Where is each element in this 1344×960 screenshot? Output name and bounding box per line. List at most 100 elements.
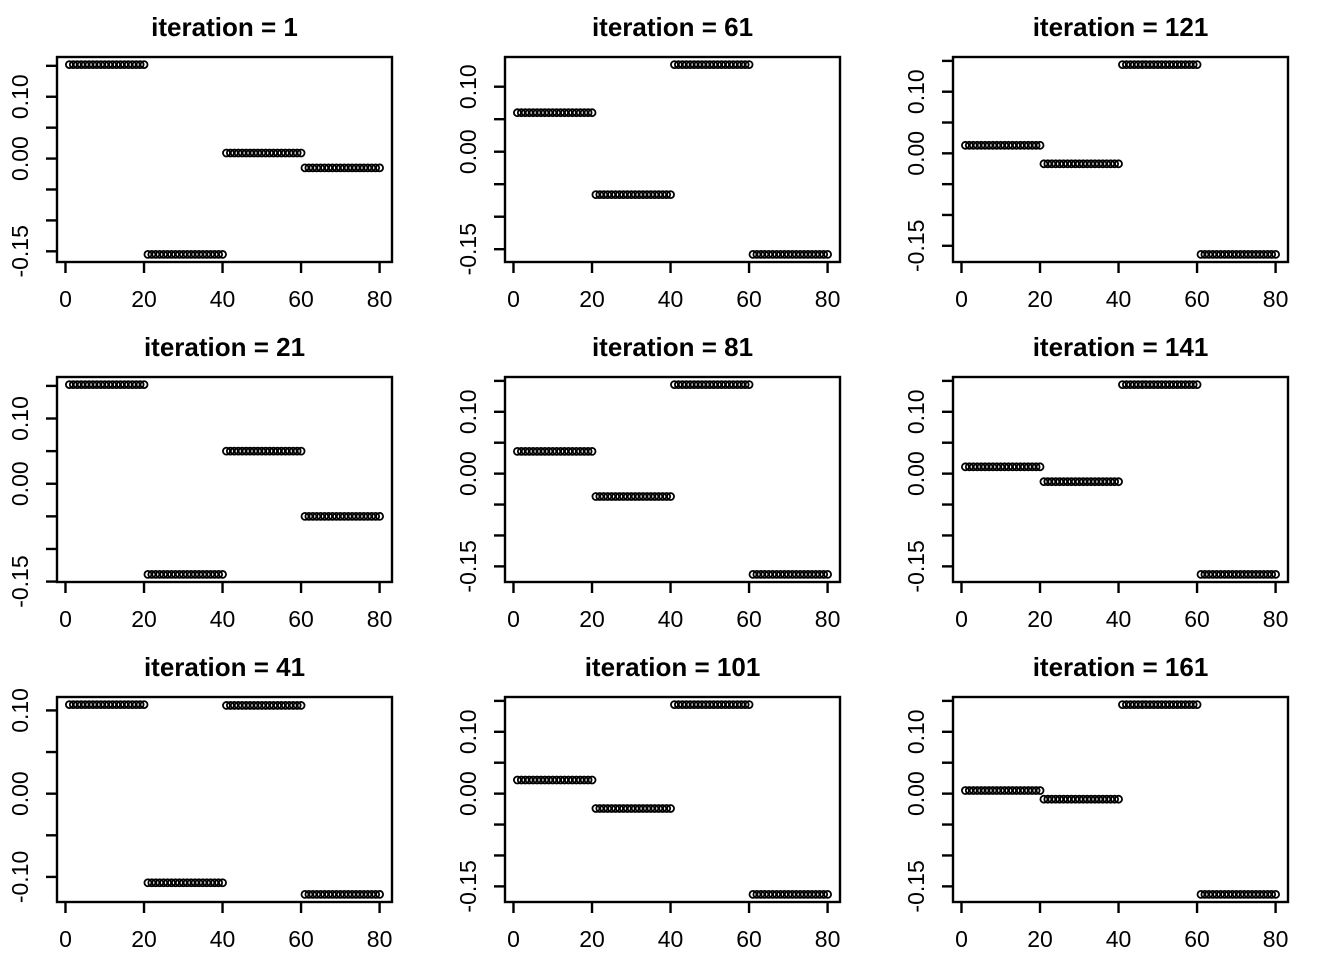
- data-point: [740, 60, 750, 69]
- data-point: [292, 148, 302, 158]
- scatter-plot-iteration-141: 0 20 40 60 80 -0.15 0.00 0.10: [903, 375, 1290, 632]
- plot-box: [55, 375, 394, 584]
- data-point: [139, 60, 149, 69]
- x-tick-label: 20: [1027, 606, 1053, 632]
- x-tick-label: 0: [507, 286, 520, 312]
- data-point: [666, 190, 675, 200]
- plot-box: [55, 55, 394, 264]
- plot-box: [55, 695, 394, 904]
- data-point: [375, 511, 384, 521]
- x-tick-label: 20: [1027, 286, 1053, 312]
- data-point: [1188, 380, 1198, 389]
- x-tick-label: 40: [658, 926, 684, 952]
- y-tick-label: 0.00: [455, 451, 481, 496]
- y-tick-label: 0.10: [455, 389, 481, 434]
- scatter-plot-iteration-101: 0 20 40 60 80 -0.15 0.00 0.10: [455, 695, 842, 952]
- x-tick-label: 20: [1027, 926, 1053, 952]
- data-point: [1192, 700, 1202, 709]
- plot-box: [503, 55, 842, 264]
- plot-box: [951, 375, 1290, 584]
- panel-title: iteration = 141: [1032, 332, 1209, 362]
- x-tick-label: 20: [579, 606, 605, 632]
- y-tick-label: -0.15: [903, 860, 929, 912]
- x-tick-label: 40: [1106, 926, 1132, 952]
- x-tick-label: 20: [131, 286, 157, 312]
- x-tick-label: 80: [367, 606, 393, 632]
- x-tick-label: 20: [579, 286, 605, 312]
- y-tick-label: -0.10: [7, 851, 33, 903]
- data-point: [1110, 794, 1120, 804]
- panel-title: iteration = 121: [1032, 12, 1209, 42]
- data-point: [587, 108, 597, 118]
- x-tick-label: 0: [955, 606, 968, 632]
- y-tick-label: -0.15: [455, 860, 481, 912]
- scatter-plot-iteration-1: 0 20 40 60 80 -0.15 0.00 0.10: [7, 55, 394, 312]
- x-tick-label: 80: [815, 926, 841, 952]
- data-point: [666, 804, 675, 813]
- x-tick-label: 80: [367, 926, 393, 952]
- x-tick-label: 20: [579, 926, 605, 952]
- x-tick-label: 0: [59, 286, 72, 312]
- data-point: [587, 446, 597, 456]
- panel-title: iteration = 161: [1032, 652, 1209, 682]
- y-tick-label: 0.10: [903, 709, 929, 754]
- x-tick-label: 0: [59, 926, 72, 952]
- y-tick-label: 0.00: [455, 129, 481, 174]
- panel-title: iteration = 81: [591, 332, 754, 362]
- data-point: [823, 570, 832, 579]
- x-tick-label: 80: [815, 606, 841, 632]
- data-point: [819, 890, 829, 899]
- data-point: [1267, 250, 1277, 259]
- y-tick-label: 0.00: [903, 771, 929, 816]
- data-point: [292, 701, 302, 710]
- x-tick-label: 40: [210, 926, 236, 952]
- x-tick-label: 60: [1184, 606, 1210, 632]
- data-point: [214, 878, 224, 888]
- data-point: [1110, 159, 1120, 169]
- x-tick-label: 0: [507, 926, 520, 952]
- plot-panel-iteration-121: iteration = 121 0 20 40 60 80 -0.15 0.00 0.10: [896, 0, 1344, 320]
- data-point: [371, 163, 381, 173]
- data-point: [296, 446, 306, 456]
- data-point: [583, 446, 593, 456]
- data-point: [135, 60, 145, 69]
- plot-panel-iteration-61: iteration = 61 0 20 40 60 80 -0.15 0.00 0.10: [448, 0, 896, 320]
- data-point: [1031, 462, 1041, 472]
- scatter-plot-iteration-21: 0 20 40 60 80 -0.15 0.00 0.10: [7, 375, 394, 632]
- data-point: [1271, 250, 1280, 259]
- data-point: [740, 380, 750, 389]
- y-tick-label: -0.15: [7, 225, 33, 277]
- data-point: [292, 446, 302, 456]
- data-point: [296, 148, 306, 158]
- x-tick-label: 0: [955, 286, 968, 312]
- data-point: [214, 250, 224, 259]
- x-tick-label: 80: [1263, 926, 1289, 952]
- x-tick-label: 40: [1106, 606, 1132, 632]
- data-point: [1031, 140, 1041, 150]
- plot-box: [503, 695, 842, 904]
- y-tick-label: 0.00: [903, 451, 929, 496]
- data-point: [371, 511, 381, 521]
- y-tick-label: -0.15: [903, 220, 929, 272]
- y-tick-label: 0.00: [903, 131, 929, 176]
- data-point: [744, 60, 754, 69]
- x-tick-label: 20: [131, 606, 157, 632]
- x-tick-label: 40: [658, 606, 684, 632]
- data-point: [819, 250, 829, 259]
- plot-panel-iteration-81: iteration = 81 0 20 40 60 80 -0.15 0.00 0.10: [448, 320, 896, 640]
- panel-title: iteration = 1: [151, 12, 298, 42]
- data-point: [1188, 700, 1198, 709]
- data-point: [1031, 786, 1041, 795]
- y-tick-label: 0.00: [7, 136, 33, 181]
- data-point: [662, 492, 672, 501]
- data-point: [135, 380, 145, 389]
- data-point: [1267, 890, 1277, 899]
- y-tick-label: 0.00: [7, 461, 33, 506]
- data-point: [375, 163, 384, 173]
- data-point: [1192, 380, 1202, 389]
- x-tick-label: 40: [210, 606, 236, 632]
- data-point: [662, 190, 672, 200]
- x-tick-label: 40: [658, 286, 684, 312]
- data-point: [583, 775, 593, 785]
